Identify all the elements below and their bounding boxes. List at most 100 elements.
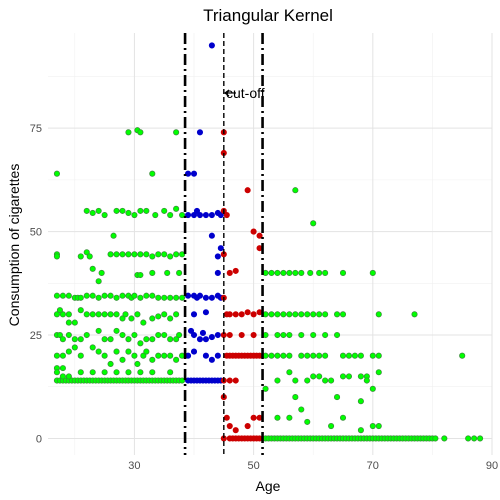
data-point-green — [59, 336, 66, 343]
data-point-green — [137, 369, 144, 376]
data-point-blue — [199, 329, 207, 337]
data-point-green — [155, 313, 162, 320]
data-point-green — [149, 369, 156, 376]
data-point-green — [113, 207, 120, 214]
data-point-green — [107, 360, 114, 368]
data-point-green — [173, 294, 180, 301]
data-point-green — [369, 269, 376, 277]
data-point-blue — [202, 309, 209, 316]
plot-panel — [48, 33, 492, 455]
data-point-green — [339, 373, 347, 380]
y-tick-label: 25 — [30, 330, 42, 342]
data-point-green — [101, 211, 108, 219]
minor-grid — [48, 33, 492, 455]
data-point-green — [375, 369, 382, 376]
data-point-red — [226, 269, 233, 277]
data-point-blue — [185, 211, 192, 219]
data-point-green — [274, 331, 281, 339]
data-point-green — [131, 352, 138, 359]
data-point-green — [167, 253, 174, 260]
data-point-green — [95, 207, 102, 214]
x-tick-label: 70 — [367, 460, 379, 472]
data-point-green — [339, 269, 347, 277]
data-point-green — [465, 435, 472, 442]
data-point-green — [333, 331, 341, 339]
data-point-green — [292, 269, 299, 277]
data-point-green — [125, 348, 132, 355]
data-point-green — [95, 294, 102, 301]
data-point-green — [298, 311, 305, 318]
data-point-blue — [208, 294, 215, 301]
data-point-green — [471, 435, 478, 442]
data-point-red — [250, 228, 257, 235]
data-point-green — [65, 348, 72, 355]
data-point-blue — [208, 334, 215, 341]
cutoff-lines — [183, 33, 264, 455]
data-point-red — [226, 377, 233, 384]
data-point-green — [298, 331, 305, 339]
data-point-green — [173, 336, 180, 343]
data-point-green — [89, 265, 96, 272]
y-tick-label: 75 — [30, 123, 42, 135]
data-point-green — [77, 352, 84, 359]
data-point-green — [280, 331, 287, 339]
data-point-green — [77, 253, 84, 260]
data-point-green — [155, 294, 162, 301]
data-point-green — [53, 311, 60, 318]
data-point-red — [232, 377, 239, 384]
data-point-green — [125, 129, 132, 136]
data-point-green — [149, 336, 156, 343]
data-point-green — [176, 331, 183, 339]
data-point-green — [53, 292, 60, 299]
data-point-green — [113, 294, 120, 301]
data-point-green — [167, 211, 174, 219]
data-point-green — [83, 311, 90, 318]
data-point-green — [286, 269, 293, 277]
data-point-green — [292, 394, 299, 401]
data-point-green — [441, 435, 448, 442]
data-point-green — [328, 377, 335, 384]
data-point-blue — [196, 292, 204, 299]
data-point-red — [223, 414, 230, 421]
data-points — [53, 42, 484, 442]
data-point-green — [122, 311, 129, 318]
data-point-red — [250, 331, 257, 339]
data-point-green — [143, 251, 150, 258]
data-point-green — [56, 331, 63, 339]
data-point-green — [59, 292, 66, 299]
data-point-green — [339, 311, 347, 318]
data-point-green — [304, 377, 311, 384]
data-point-green — [333, 394, 341, 401]
data-point-green — [56, 307, 63, 314]
data-point-green — [107, 251, 114, 258]
data-point-green — [304, 311, 311, 318]
data-point-green — [298, 269, 305, 277]
data-point-green — [107, 311, 114, 318]
major-grid — [48, 33, 493, 455]
data-point-green — [89, 344, 96, 351]
data-point-green — [274, 352, 281, 359]
data-point-green — [316, 352, 323, 359]
data-point-green — [137, 294, 144, 301]
data-point-blue — [187, 327, 195, 334]
data-point-green — [53, 253, 60, 260]
data-point-green — [310, 220, 317, 227]
data-point-green — [140, 319, 147, 326]
data-point-green — [333, 311, 341, 318]
data-point-green — [95, 327, 102, 334]
data-point-green — [280, 269, 287, 277]
data-point-blue — [190, 170, 198, 177]
data-point-green — [375, 422, 382, 430]
data-point-red — [256, 232, 263, 239]
data-point-blue — [196, 336, 204, 343]
data-point-green — [161, 294, 168, 301]
data-point-green — [83, 331, 90, 339]
data-point-green — [137, 340, 144, 347]
data-point-green — [161, 352, 168, 359]
data-point-green — [149, 315, 156, 322]
data-point-green — [274, 269, 281, 277]
data-point-red — [232, 267, 239, 274]
data-point-red — [226, 422, 233, 430]
data-point-green — [286, 331, 293, 339]
